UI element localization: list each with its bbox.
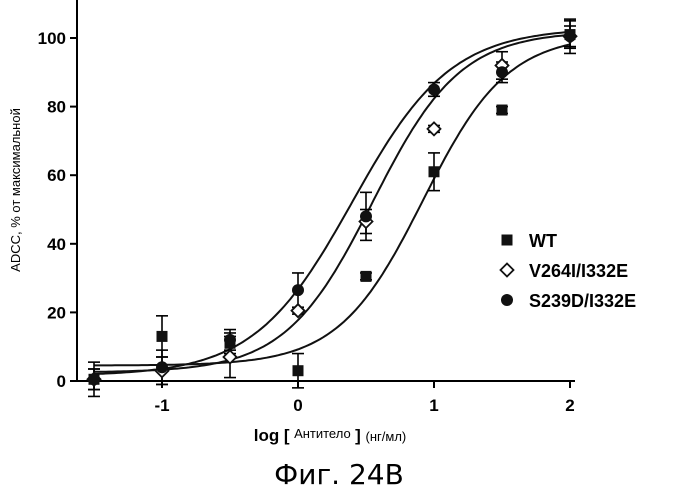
- data-point: [428, 122, 441, 135]
- legend: WT V264I/I332E S239D/I332E: [501, 231, 637, 311]
- x-axis-label-unit: (нг/мл): [366, 429, 407, 444]
- data-point: [496, 66, 508, 78]
- y-tick-label: 80: [47, 98, 66, 117]
- x-tick-label: -1: [154, 396, 169, 415]
- fit-curve-0: [94, 44, 570, 365]
- fit-curve-1: [94, 35, 570, 372]
- legend-label: V264I/I332E: [529, 261, 628, 281]
- legend-label: WT: [529, 231, 557, 251]
- x-axis-label-suffix-bracket: ]: [355, 426, 365, 445]
- legend-marker: [501, 294, 513, 306]
- data-point: [564, 30, 576, 42]
- data-point: [293, 365, 304, 376]
- y-tick-label: 60: [47, 166, 66, 185]
- x-tick-label: 1: [429, 396, 438, 415]
- x-tick-label: 2: [565, 396, 574, 415]
- y-tick-label: 100: [38, 29, 66, 48]
- data-point: [361, 271, 372, 282]
- legend-label: S239D/I332E: [529, 291, 636, 311]
- axes: 0 20 40 60 80 100 -1 0 1 2: [38, 0, 575, 415]
- data-point: [88, 373, 100, 385]
- data-point: [292, 284, 304, 296]
- y-tick-label: 40: [47, 235, 66, 254]
- data-point: [428, 83, 440, 95]
- x-tick-label: 0: [293, 396, 302, 415]
- data-point: [497, 105, 508, 116]
- data-point: [429, 166, 440, 177]
- x-axis-label-inner: Антитело: [294, 426, 351, 441]
- legend-marker: [501, 264, 514, 277]
- data-point: [157, 331, 168, 342]
- data-point: [224, 334, 236, 346]
- x-axis-label: log [ Антитело ] (нг/мл): [254, 425, 407, 445]
- figure-caption: Фиг. 24B: [0, 458, 678, 491]
- y-axis-label: ADCC, % от максимальной: [8, 108, 23, 272]
- legend-marker: [502, 235, 513, 246]
- data-point: [156, 361, 168, 373]
- x-axis-label-prefix: log [: [254, 426, 290, 445]
- data-point: [360, 210, 372, 222]
- y-tick-label: 0: [57, 372, 66, 391]
- y-tick-label: 20: [47, 303, 66, 322]
